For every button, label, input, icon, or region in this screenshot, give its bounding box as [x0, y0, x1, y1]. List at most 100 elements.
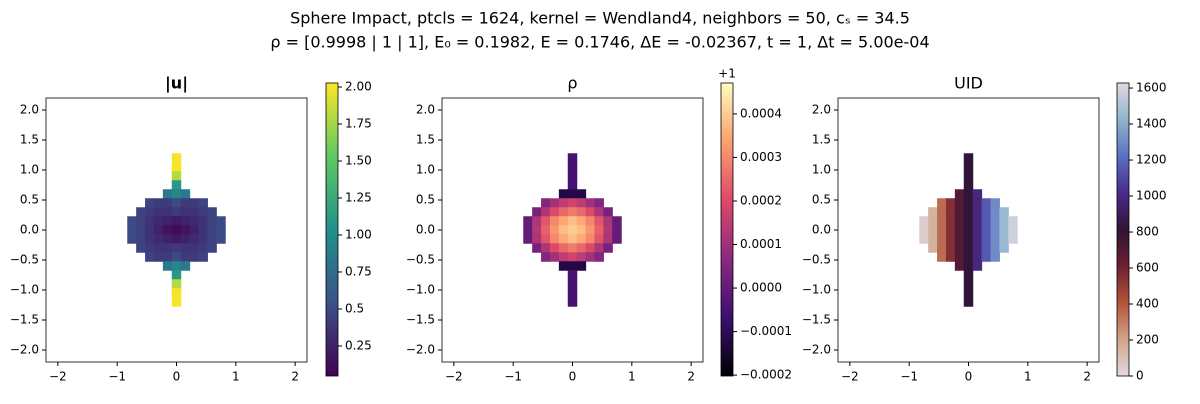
scatter-point — [216, 234, 226, 244]
scatter-point — [954, 198, 965, 208]
scatter-point — [972, 234, 983, 244]
scatter-point — [558, 207, 569, 217]
colorbar-tick-label: 1.75 — [345, 116, 372, 130]
scatter-point — [180, 225, 191, 235]
scatter-point — [945, 252, 956, 262]
y-tick-label: −1.5 — [802, 313, 831, 327]
panel-title: UID — [954, 74, 983, 93]
y-tick-label: −2.0 — [802, 343, 831, 357]
scatter-point — [567, 171, 578, 181]
scatter-point — [189, 207, 200, 217]
y-tick-label: −1.5 — [10, 313, 39, 327]
scatter-point — [567, 216, 578, 226]
scatter-point — [153, 252, 164, 262]
scatter-point — [180, 216, 191, 226]
scatter-point — [171, 261, 182, 271]
scatter-point — [567, 198, 578, 208]
x-tick-label: 1 — [232, 370, 240, 384]
scatter-point — [153, 207, 164, 217]
scatter-point — [576, 234, 587, 244]
scatter-point — [937, 243, 947, 253]
y-tick-label: 0.0 — [416, 223, 435, 237]
scatter-point — [180, 234, 191, 244]
colorbar-tick-label: −0.0002 — [740, 368, 792, 382]
y-tick-label: 2.0 — [416, 103, 435, 117]
scatter-point — [1008, 225, 1018, 235]
scatter-point — [162, 252, 173, 262]
scatter-point — [171, 198, 182, 208]
scatter-point — [954, 207, 965, 217]
scatter-point — [180, 207, 191, 217]
scatter-point — [963, 297, 974, 307]
colorbar-tick-label: 800 — [1136, 225, 1159, 239]
scatter-point — [990, 252, 1000, 262]
y-tick-label: 1.5 — [20, 133, 39, 147]
scatter-point — [990, 225, 1000, 235]
y-tick-label: 1.0 — [416, 163, 435, 177]
scatter-point — [585, 243, 596, 253]
figure-subtitle: ρ = [0.9998 | 1 | 1], E₀ = 0.1982, E = 0… — [270, 33, 929, 52]
scatter-point — [549, 252, 560, 262]
scatter-point — [145, 198, 155, 208]
x-tick-label: 0 — [569, 370, 577, 384]
colorbar-tick-label: 1.00 — [345, 227, 372, 241]
scatter-point — [576, 261, 587, 271]
colorbar-tick-label: −0.0001 — [740, 324, 792, 338]
scatter-point — [981, 225, 992, 235]
scatter-point — [919, 234, 929, 244]
scatter-point — [171, 270, 182, 280]
scatter-point — [567, 153, 578, 163]
scatter-point — [171, 180, 182, 190]
scatter-point — [981, 234, 992, 244]
scatter-point — [558, 243, 569, 253]
scatter-point — [180, 243, 191, 253]
scatter-point — [558, 234, 569, 244]
colorbar-tick-label: 0.0004 — [740, 106, 782, 120]
scatter-point — [541, 198, 551, 208]
scatter-point — [558, 198, 569, 208]
scatter-point — [954, 243, 965, 253]
y-tick-label: 1.5 — [416, 133, 435, 147]
scatter-point — [216, 225, 226, 235]
colorbar-tick-label: 0.75 — [345, 264, 372, 278]
scatter-point — [945, 225, 956, 235]
scatter-point — [541, 234, 551, 244]
scatter-point — [990, 198, 1000, 208]
scatter-point — [567, 180, 578, 190]
scatter-point — [990, 216, 1000, 226]
y-tick-label: −0.5 — [406, 253, 435, 267]
scatter-point — [972, 207, 983, 217]
scatter-point — [189, 216, 200, 226]
y-tick-label: 1.5 — [812, 133, 831, 147]
y-tick-label: 0.5 — [416, 193, 435, 207]
scatter-point — [171, 234, 182, 244]
scatter-point — [567, 279, 578, 289]
scatter-point — [567, 261, 578, 271]
scatter-point — [153, 198, 164, 208]
scatter-point — [963, 270, 974, 280]
scatter-point — [549, 207, 560, 217]
colorbar-tick-label: 0.0003 — [740, 150, 782, 164]
scatter-point — [558, 189, 569, 199]
x-tick-label: −2 — [445, 370, 463, 384]
scatter-point — [162, 216, 173, 226]
x-tick-label: −1 — [900, 370, 918, 384]
scatter-point — [198, 252, 208, 262]
scatter-point — [945, 243, 956, 253]
scatter-point — [954, 216, 965, 226]
y-tick-label: 1.0 — [812, 163, 831, 177]
scatter-point — [549, 225, 560, 235]
scatter-point — [523, 216, 533, 226]
scatter-point — [216, 216, 226, 226]
scatter-point — [954, 234, 965, 244]
y-tick-label: 2.0 — [20, 103, 39, 117]
scatter-point — [207, 243, 217, 253]
scatter-point — [937, 198, 947, 208]
scatter-point — [945, 234, 956, 244]
scatter-point — [549, 243, 560, 253]
scatter-point — [153, 243, 164, 253]
scatter-point — [567, 207, 578, 217]
scatter-point — [145, 234, 155, 244]
colorbar-tick-label: 2.00 — [345, 79, 372, 93]
scatter-point — [981, 243, 992, 253]
